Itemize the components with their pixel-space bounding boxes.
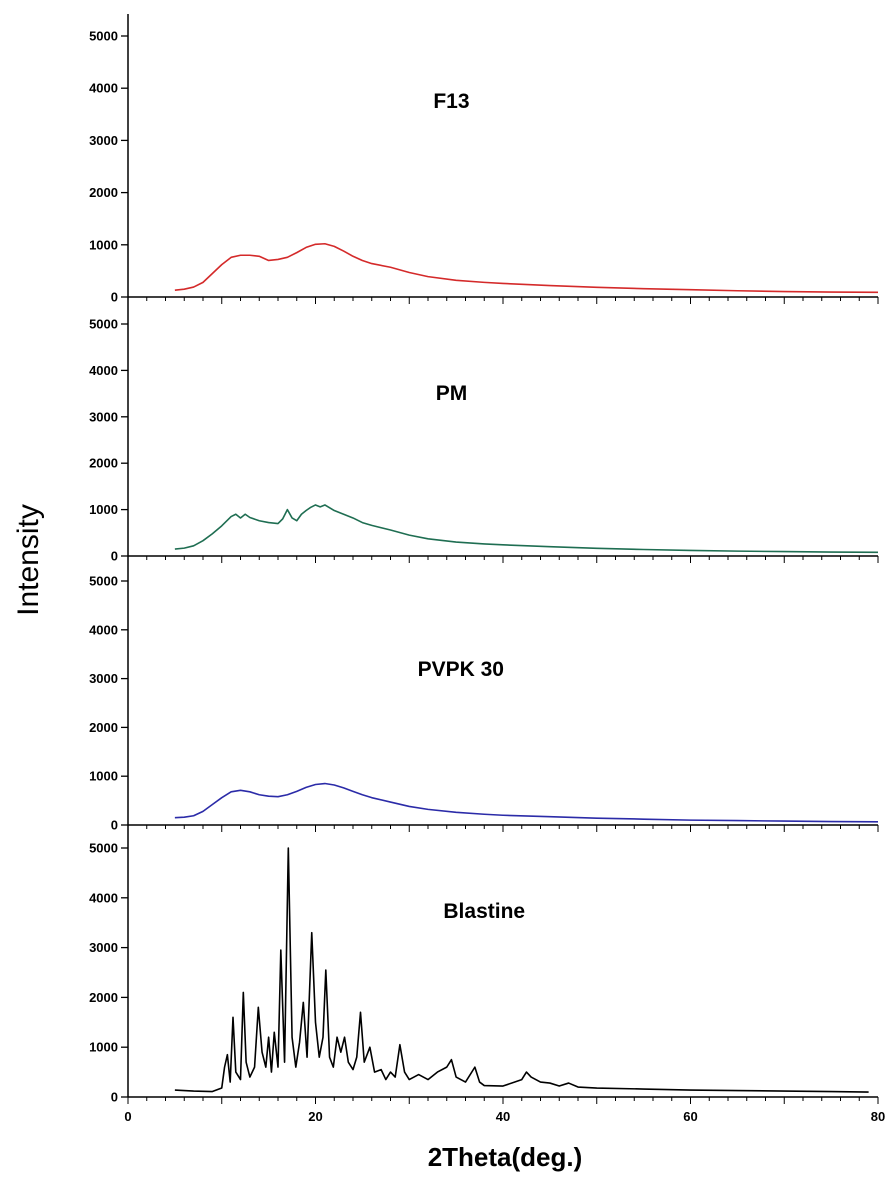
y-tick-label: 0 (111, 818, 118, 833)
panel-title: PVPK 30 (418, 658, 504, 681)
y-tick-label: 3000 (89, 409, 118, 424)
y-tick-label: 4000 (89, 622, 118, 637)
y-tick-label: 4000 (89, 363, 118, 378)
x-tick-label: 20 (308, 1109, 322, 1124)
y-tick-label: 5000 (89, 317, 118, 332)
y-tick-label: 1000 (89, 237, 118, 252)
panel-title: PM (436, 382, 468, 405)
y-tick-label: 2000 (89, 456, 118, 471)
series-line-f13 (174, 242, 879, 294)
y-tick-label: 1000 (89, 769, 118, 784)
x-tick-label: 60 (683, 1109, 697, 1124)
series-line-pm (174, 504, 879, 554)
x-tick-label: 40 (496, 1109, 510, 1124)
y-tick-label: 3000 (89, 133, 118, 148)
y-tick-label: 5000 (89, 841, 118, 856)
x-tick-label: 0 (124, 1109, 131, 1124)
panel-title: F13 (433, 90, 469, 113)
y-tick-label: 3000 (89, 940, 118, 955)
y-tick-label: 2000 (89, 720, 118, 735)
y-tick-label: 5000 (89, 29, 118, 44)
y-tick-label: 2000 (89, 990, 118, 1005)
panel-title: Blastine (443, 900, 525, 923)
x-tick-label: 80 (871, 1109, 885, 1124)
y-tick-label: 3000 (89, 671, 118, 686)
y-tick-label: 0 (111, 290, 118, 305)
x-axis-title: 2Theta(deg.) (428, 1142, 583, 1172)
y-tick-label: 2000 (89, 185, 118, 200)
y-tick-label: 4000 (89, 81, 118, 96)
y-tick-label: 1000 (89, 1040, 118, 1055)
y-tick-label: 1000 (89, 502, 118, 517)
series-line-blastine (174, 847, 869, 1093)
series-line-pvpk-30 (174, 782, 879, 823)
y-tick-label: 0 (111, 1090, 118, 1105)
y-tick-label: 5000 (89, 574, 118, 589)
y-axis-title: Intensity (12, 504, 45, 616)
y-tick-label: 4000 (89, 890, 118, 905)
y-tick-label: 0 (111, 549, 118, 564)
